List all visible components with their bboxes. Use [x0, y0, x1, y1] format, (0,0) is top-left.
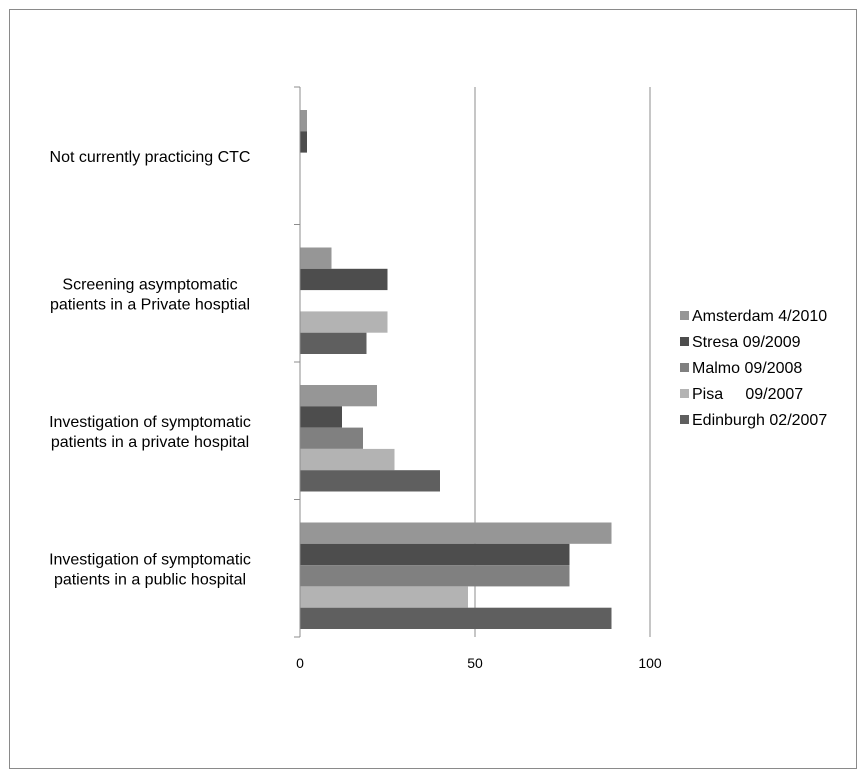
- x-tick-label-0: 0: [296, 655, 304, 671]
- bar-1-1: [300, 268, 388, 291]
- bars: [300, 110, 612, 629]
- bar-2-2: [300, 427, 363, 449]
- legend-swatch: [680, 363, 689, 372]
- legend-swatch: [680, 415, 689, 424]
- bar-2-3: [300, 565, 570, 587]
- bar-4-1: [300, 332, 367, 354]
- bar-1-0: [300, 131, 307, 153]
- legend-swatch: [680, 389, 689, 398]
- bar-4-3: [300, 607, 612, 629]
- legend-label: Amsterdam 4/2010: [692, 308, 827, 325]
- bar-3-3: [300, 586, 468, 608]
- legend-swatch: [680, 311, 689, 320]
- legend-label: Malmo 09/2008: [692, 360, 802, 377]
- bar-4-2: [300, 470, 440, 492]
- bar-1-3: [300, 543, 570, 566]
- bar-0-1: [300, 247, 332, 269]
- legend-label: Stresa 09/2009: [692, 334, 801, 351]
- legend-label: Pisa 09/2007: [692, 386, 803, 403]
- category-label: Investigation of symptomatic patients in …: [49, 414, 251, 451]
- bar-3-1: [300, 311, 388, 333]
- legend: Amsterdam 4/2010 Stresa 09/2009 Malmo 09/2…: [680, 308, 827, 429]
- bar-0-0: [300, 110, 307, 132]
- category-label: Not currently practicing CTC: [50, 149, 251, 166]
- bar-chart: Not currently practicing CTC Screening as…: [49, 86, 827, 671]
- legend-label: Edinburgh 02/2007: [692, 412, 827, 429]
- legend-swatch: [680, 337, 689, 346]
- bar-0-2: [300, 385, 377, 407]
- chart-frame: [9, 9, 857, 769]
- bar-1-2: [300, 406, 342, 428]
- category-labels: Not currently practicing CTC Screening as…: [49, 149, 251, 589]
- category-label: Investigation of symptomatic patients in …: [49, 551, 251, 588]
- category-label: Screening asymptomatic patients in a Priv…: [50, 276, 250, 313]
- x-tick-labels: 0 50 100: [296, 655, 662, 671]
- bar-3-2: [300, 448, 395, 471]
- x-tick-label-100: 100: [638, 655, 662, 671]
- x-tick-label-50: 50: [467, 655, 483, 671]
- bar-0-3: [300, 522, 612, 544]
- y-axis: [294, 86, 301, 638]
